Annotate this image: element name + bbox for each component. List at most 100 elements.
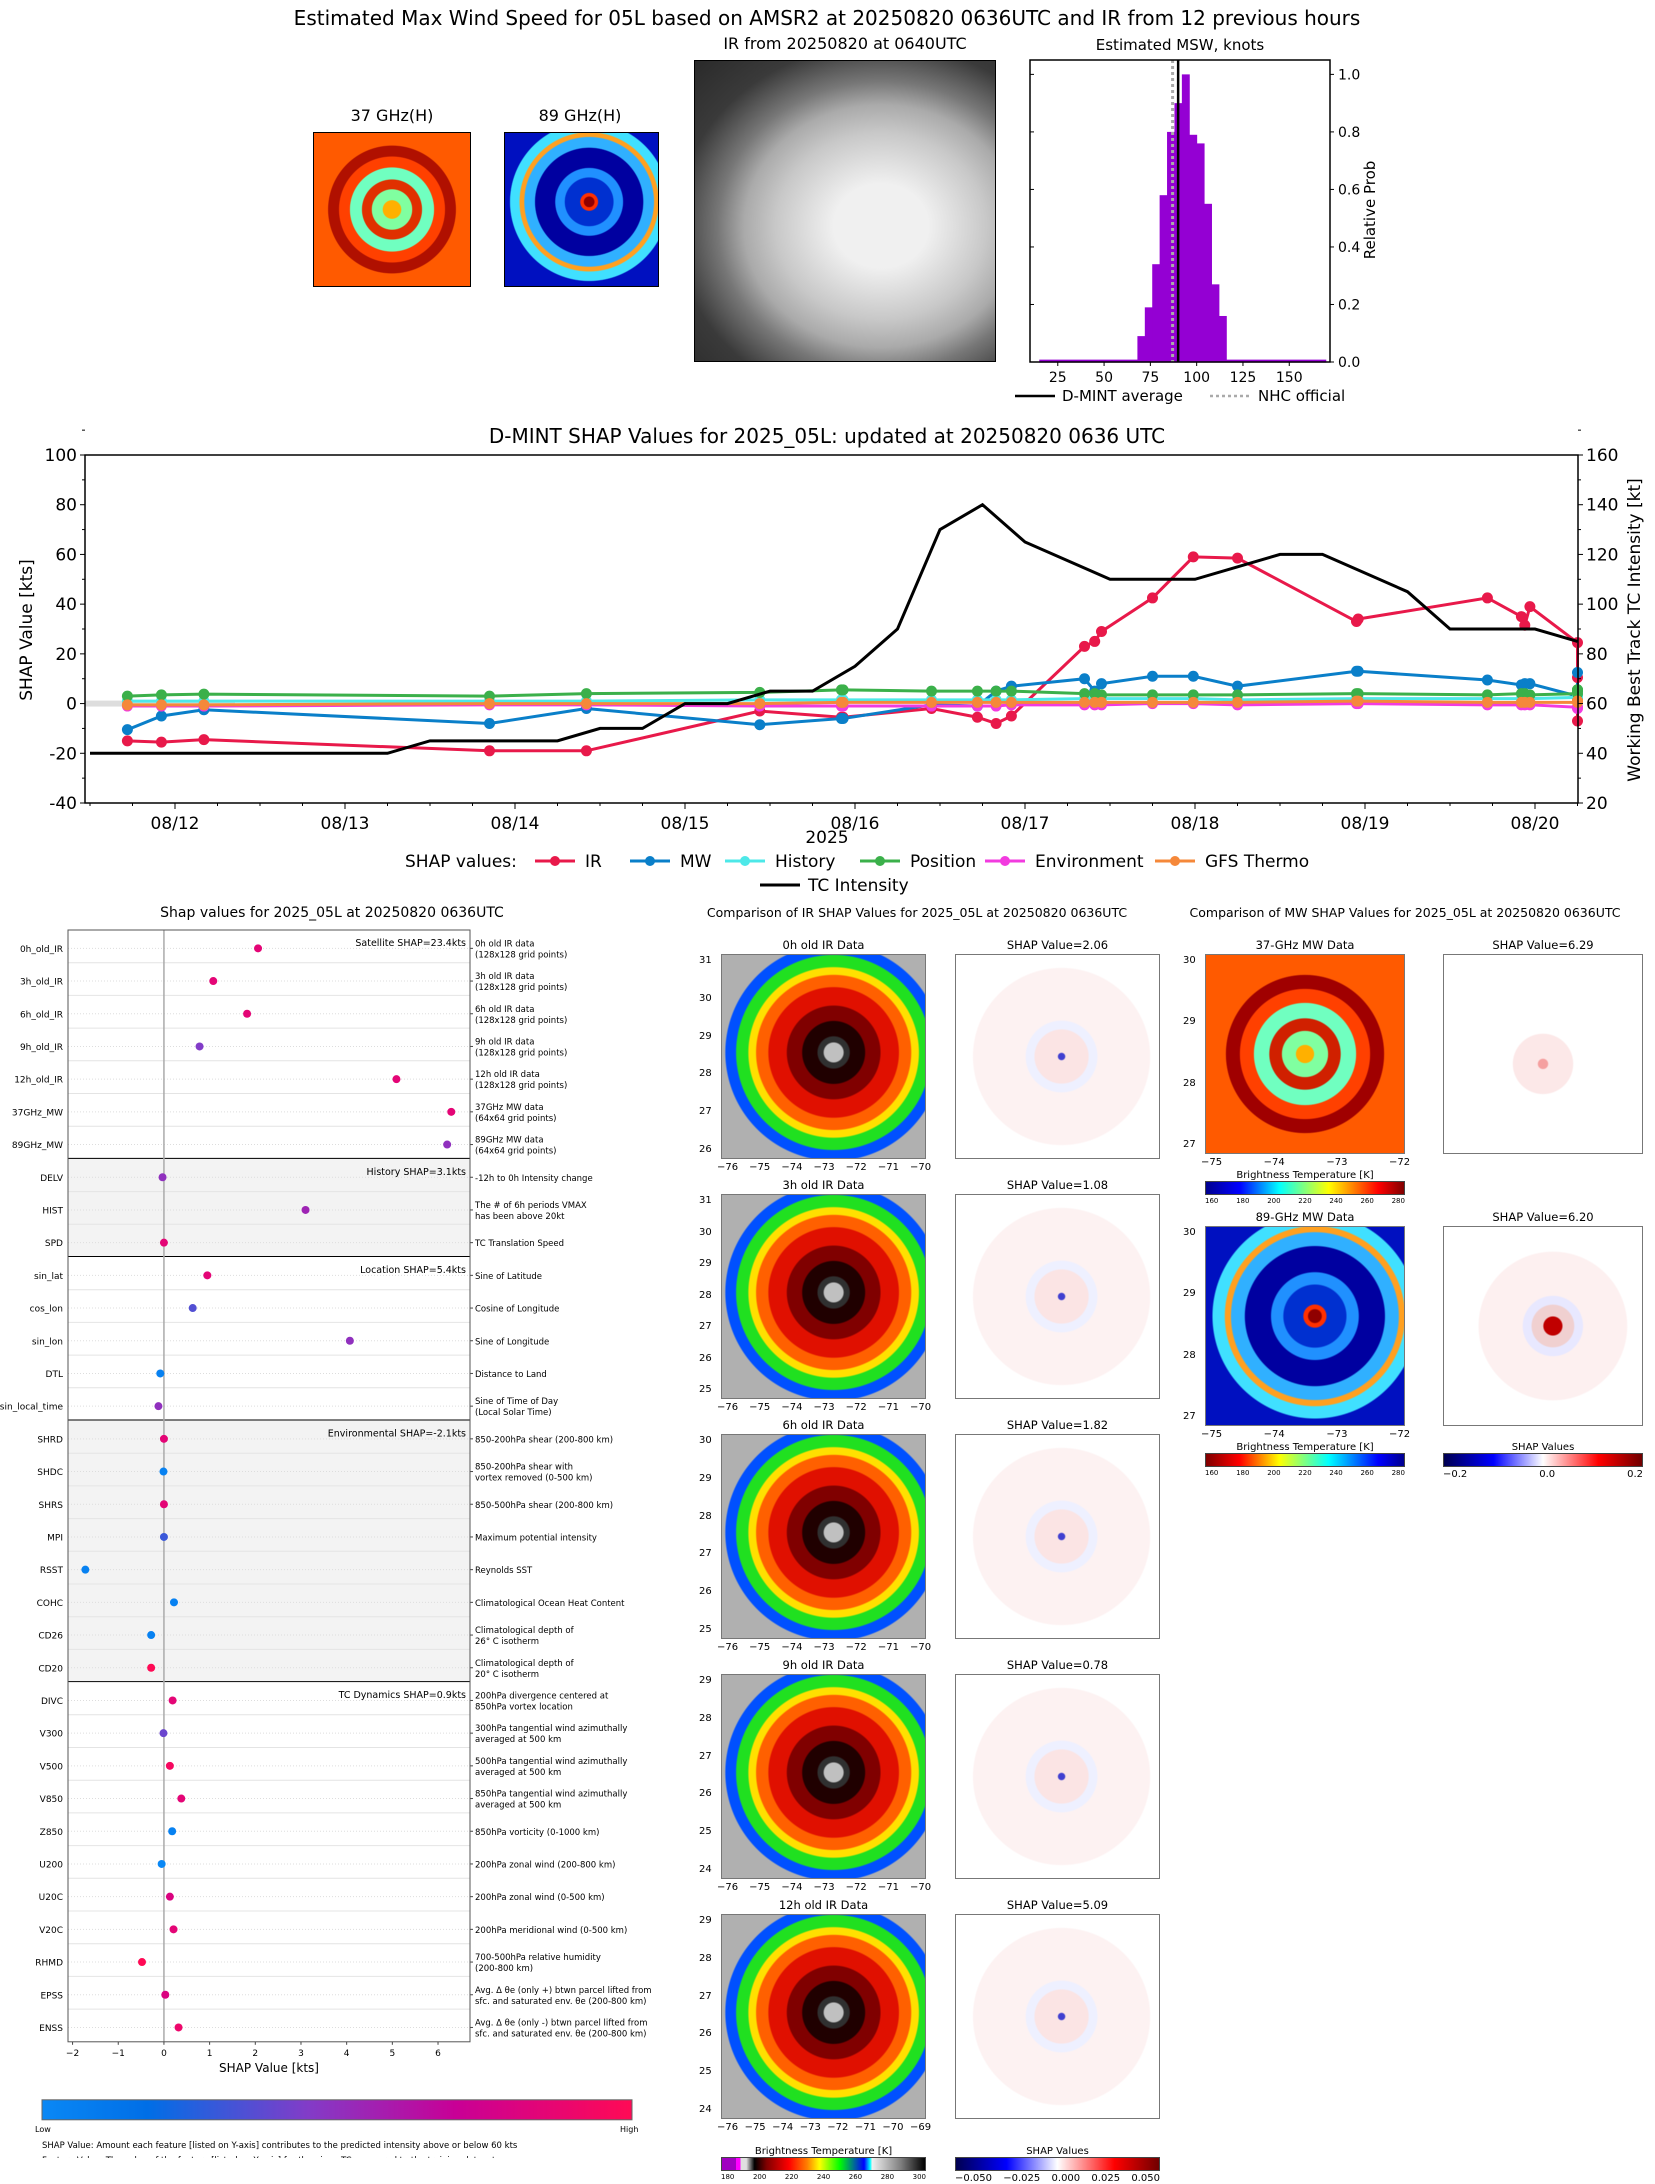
feature-name: 6h_old_IR xyxy=(20,1010,63,1020)
lat-tick-label: 25 xyxy=(699,2066,712,2078)
colorbar-tick-label: 180 xyxy=(1236,1469,1250,1477)
colorbar-tick-label: 200 xyxy=(752,2173,767,2181)
feature-description: 700-500hPa relative humidity xyxy=(475,1953,601,1963)
feature-description: 20° C isotherm xyxy=(475,1670,539,1680)
feature-name: Z850 xyxy=(40,1828,64,1838)
lat-tick-label: 27 xyxy=(1183,1139,1196,1150)
x-tick-label: 08/19 xyxy=(1341,814,1390,834)
legend-label-position: Position xyxy=(910,852,976,872)
y2-tick-label: 160 xyxy=(1586,446,1618,466)
feature-shap-dot xyxy=(154,1402,163,1411)
series-point-ir xyxy=(198,734,210,746)
lon-tick-label: −70 xyxy=(910,1402,932,1413)
series-point-position xyxy=(926,685,937,697)
histogram-bar xyxy=(1137,336,1146,362)
lat-tick-label: 29 xyxy=(1183,1016,1196,1028)
series-point-mw xyxy=(1232,680,1243,692)
series-point-ir xyxy=(1524,601,1536,613)
feature-description: (128x128 grid points) xyxy=(475,1081,567,1091)
lat-tick-label: 27 xyxy=(699,1106,712,1118)
series-point-gfs-thermo xyxy=(121,699,133,711)
feature-name: ENSS xyxy=(39,2024,63,2034)
feature-name: V300 xyxy=(40,1730,64,1740)
feature-name: V20C xyxy=(39,1926,63,1936)
legend-marker xyxy=(740,856,750,866)
series-point-position xyxy=(580,688,592,700)
series-point-mw xyxy=(1079,673,1090,685)
lat-tick-label: 31 xyxy=(699,1195,712,1206)
x-tick-label: 3 xyxy=(298,2049,304,2059)
colorbar-tick-label: 240 xyxy=(1329,1469,1343,1477)
y-tick-label: -20 xyxy=(49,744,77,764)
feature-name: SHRD xyxy=(37,1435,63,1445)
series-point-ir xyxy=(1096,625,1107,637)
lat-tick-label: 28 xyxy=(1183,1349,1196,1361)
feature-name: V850 xyxy=(40,1795,64,1805)
feature-description: 850-200hPa shear with xyxy=(475,1463,573,1473)
feature-name: CD26 xyxy=(38,1632,63,1642)
ir-shap-colorbar: SHAP Values −0.050 −0.025 0.000 0.025 0.050 xyxy=(955,2146,1160,2184)
lon-tick-label: −70 xyxy=(910,1162,932,1173)
lat-tick-label: 29 xyxy=(699,1675,712,1686)
lat-tick-label: 29 xyxy=(699,1030,712,1042)
histogram-xtick-label: 125 xyxy=(1230,370,1257,386)
histogram-bar xyxy=(1196,143,1205,362)
mw-brightness-colorbar: Brightness Temperature [K] 160 180 200 220 24… xyxy=(1205,1442,1405,1477)
feature-name: RSST xyxy=(40,1566,64,1576)
feature-description: Reynolds SST xyxy=(475,1566,533,1576)
colorbar-low-label: Low xyxy=(35,2125,51,2134)
colorbar-tick-label: 0.025 xyxy=(1091,2173,1121,2184)
lon-tick-label: −74 xyxy=(1263,1157,1285,1168)
feature-description: sfc. and saturated env. θe (200-800 km) xyxy=(475,2029,647,2039)
feature-shap-dot xyxy=(443,1140,452,1149)
mw-brightness-colorbar: Brightness Temperature [K] 160 180 200 220 24… xyxy=(1205,1170,1405,1205)
x-axis-label: SHAP Value [kts] xyxy=(219,2061,319,2075)
lat-tick-label: 30 xyxy=(699,1435,712,1446)
series-point-gfs-thermo xyxy=(155,699,167,711)
colorbar-label: Brightness Temperature [K] xyxy=(1236,1442,1374,1453)
feature-name: EPSS xyxy=(40,1991,63,2001)
feature-shap-dot xyxy=(243,1009,252,1018)
series-point-mw xyxy=(155,710,167,722)
legend-marker xyxy=(550,856,560,866)
legend-prefix: SHAP values: xyxy=(405,852,517,872)
group-background xyxy=(68,1682,470,2042)
colorbar-label: SHAP Values xyxy=(1511,1442,1575,1453)
lon-tick-label: −73 xyxy=(813,1882,835,1893)
y-tick-label: 80 xyxy=(55,496,77,516)
feature-shap-dot xyxy=(195,1042,204,1051)
feature-shap-dot xyxy=(159,1238,168,1247)
mw-shap-colorbar: SHAP Values −0.2 0.0 0.2 xyxy=(1443,1442,1643,1480)
feature-description: 850hPa tangential wind azimuthally xyxy=(475,1790,627,1800)
ir-data-title: 12h old IR Data xyxy=(778,1898,869,1912)
x-tick-label: 0 xyxy=(161,2049,167,2059)
lon-tick-label: −73 xyxy=(1326,1157,1348,1168)
y-tick-label: 0 xyxy=(66,695,77,715)
feature-shap-dot xyxy=(168,1696,177,1705)
feature-shap-dot xyxy=(174,2023,183,2032)
feature-name: DTL xyxy=(46,1370,63,1380)
feature-shap-dot xyxy=(345,1336,354,1345)
y2-tick-label: 60 xyxy=(1586,695,1608,715)
group-background xyxy=(68,1257,470,1421)
series-point-gfs-thermo xyxy=(1232,696,1243,708)
series-point-gfs-thermo xyxy=(1147,696,1158,708)
ir-shap-image xyxy=(955,1674,1160,1879)
feature-shap-dot xyxy=(159,1532,168,1541)
series-point-gfs-thermo xyxy=(1481,696,1493,708)
y2-tick-label: 80 xyxy=(1586,645,1608,665)
y-tick-label: -40 xyxy=(49,794,77,814)
lon-tick-label: −76 xyxy=(717,1882,739,1893)
feature-description: 200hPa zonal wind (0-500 km) xyxy=(475,1893,605,1903)
timeseries-y2label: Working Best Track TC Intensity [kt] xyxy=(1625,478,1645,782)
feature-description: (128x128 grid points) xyxy=(475,983,567,993)
lat-tick-label: 24 xyxy=(699,1864,712,1875)
ir-data-title: 6h old IR Data xyxy=(782,1418,865,1432)
ir-image xyxy=(695,61,995,361)
series-point-ir xyxy=(990,717,1002,729)
footnote: SHAP Value: Amount each feature [listed … xyxy=(42,2141,518,2151)
lon-tick-label: −76 xyxy=(717,1402,739,1413)
lat-tick-label: 26 xyxy=(699,2028,712,2040)
lat-tick-label: 28 xyxy=(699,1712,712,1724)
